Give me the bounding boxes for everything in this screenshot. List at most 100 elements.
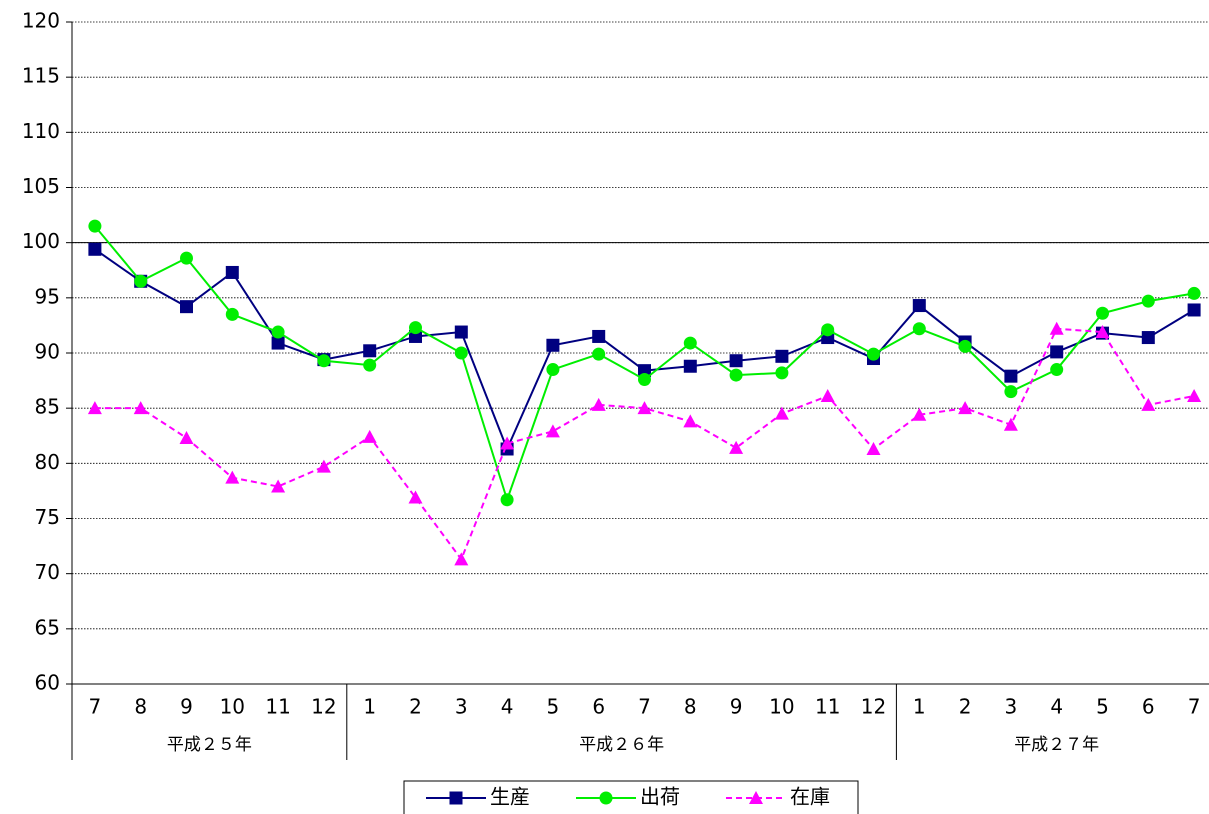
x-tick-label: 10 bbox=[220, 695, 245, 719]
marker bbox=[821, 323, 835, 337]
x-tick-label: 8 bbox=[684, 695, 697, 719]
group-label: 平成２６年 bbox=[579, 735, 664, 755]
marker bbox=[729, 354, 743, 368]
marker bbox=[134, 274, 148, 288]
y-tick-label: 120 bbox=[22, 9, 60, 33]
group-label: 平成２７年 bbox=[1014, 735, 1099, 755]
marker bbox=[363, 344, 377, 358]
marker bbox=[774, 406, 789, 420]
marker bbox=[362, 429, 377, 443]
legend-label: 在庫 bbox=[790, 785, 830, 809]
marker bbox=[912, 299, 926, 313]
y-tick-label: 90 bbox=[35, 340, 60, 364]
marker bbox=[545, 424, 560, 438]
y-tick-label: 65 bbox=[35, 615, 60, 639]
x-tick-label: 6 bbox=[592, 695, 605, 719]
marker bbox=[683, 336, 697, 350]
marker bbox=[683, 414, 698, 428]
marker bbox=[454, 346, 468, 360]
marker bbox=[363, 358, 377, 372]
x-tick-label: 5 bbox=[547, 695, 560, 719]
y-tick-label: 85 bbox=[35, 395, 60, 419]
marker bbox=[912, 322, 926, 336]
marker bbox=[546, 338, 560, 352]
group-label: 平成２５年 bbox=[167, 735, 252, 755]
marker bbox=[592, 329, 606, 343]
x-tick-label: 1 bbox=[363, 695, 376, 719]
y-tick-label: 70 bbox=[35, 560, 60, 584]
marker bbox=[454, 552, 469, 566]
marker bbox=[316, 459, 331, 473]
marker bbox=[1141, 331, 1155, 345]
marker bbox=[866, 441, 881, 455]
marker bbox=[225, 265, 239, 279]
marker bbox=[729, 368, 743, 382]
y-tick-label: 80 bbox=[35, 450, 60, 474]
x-tick-label: 2 bbox=[409, 695, 422, 719]
series bbox=[87, 321, 1202, 566]
marker bbox=[775, 349, 789, 363]
x-tick-label: 2 bbox=[959, 695, 972, 719]
series bbox=[88, 242, 1201, 456]
y-tick-label: 105 bbox=[22, 174, 60, 198]
marker bbox=[87, 401, 102, 415]
y-tick-label: 95 bbox=[35, 284, 60, 308]
marker bbox=[820, 389, 835, 403]
marker bbox=[958, 401, 973, 415]
marker bbox=[683, 359, 697, 373]
x-tick-label: 6 bbox=[1142, 695, 1155, 719]
legend-marker bbox=[449, 791, 463, 805]
series bbox=[88, 219, 1201, 507]
marker bbox=[180, 300, 193, 314]
marker bbox=[775, 366, 789, 380]
marker bbox=[638, 372, 651, 386]
x-tick-label: 12 bbox=[861, 695, 886, 719]
marker bbox=[179, 430, 194, 444]
x-tick-label: 5 bbox=[1096, 695, 1109, 719]
legend-marker bbox=[599, 791, 613, 805]
marker bbox=[1003, 417, 1018, 431]
y-tick-label: 100 bbox=[22, 229, 60, 253]
x-tick-label: 11 bbox=[815, 695, 840, 719]
marker bbox=[591, 397, 606, 411]
marker bbox=[912, 407, 927, 421]
x-tick-label: 3 bbox=[1005, 695, 1018, 719]
marker bbox=[958, 339, 972, 353]
x-tick-label: 4 bbox=[1050, 695, 1063, 719]
x-tick-label: 7 bbox=[638, 695, 651, 719]
marker bbox=[408, 490, 423, 504]
x-tick-label: 1 bbox=[913, 695, 926, 719]
marker bbox=[1187, 389, 1202, 403]
marker bbox=[1050, 345, 1064, 359]
marker bbox=[637, 401, 652, 415]
marker bbox=[500, 493, 514, 507]
marker bbox=[1141, 397, 1156, 411]
legend-label: 出荷 bbox=[640, 785, 680, 809]
legend: 生産 出荷 在庫 bbox=[403, 780, 859, 814]
y-tick-label: 60 bbox=[35, 671, 60, 695]
x-tick-label: 4 bbox=[501, 695, 514, 719]
marker bbox=[592, 347, 606, 361]
x-tick-label: 11 bbox=[265, 695, 290, 719]
marker bbox=[1095, 325, 1110, 339]
marker bbox=[133, 401, 148, 415]
legend-marker bbox=[749, 791, 763, 804]
marker bbox=[1187, 286, 1201, 300]
y-tick-label: 115 bbox=[22, 64, 60, 88]
marker bbox=[225, 307, 239, 321]
x-tick-label: 8 bbox=[134, 695, 147, 719]
marker bbox=[88, 242, 102, 256]
x-tick-label: 7 bbox=[1188, 695, 1201, 719]
marker bbox=[1004, 369, 1018, 383]
series-line bbox=[94, 327, 1195, 562]
marker bbox=[271, 325, 285, 339]
marker bbox=[1096, 306, 1109, 320]
y-tick-label: 110 bbox=[22, 119, 60, 143]
marker bbox=[1004, 385, 1018, 399]
series-line bbox=[94, 225, 1195, 503]
marker bbox=[1050, 363, 1064, 377]
marker bbox=[271, 479, 286, 493]
marker bbox=[317, 354, 331, 368]
marker bbox=[867, 347, 880, 361]
x-tick-label: 10 bbox=[769, 695, 794, 719]
